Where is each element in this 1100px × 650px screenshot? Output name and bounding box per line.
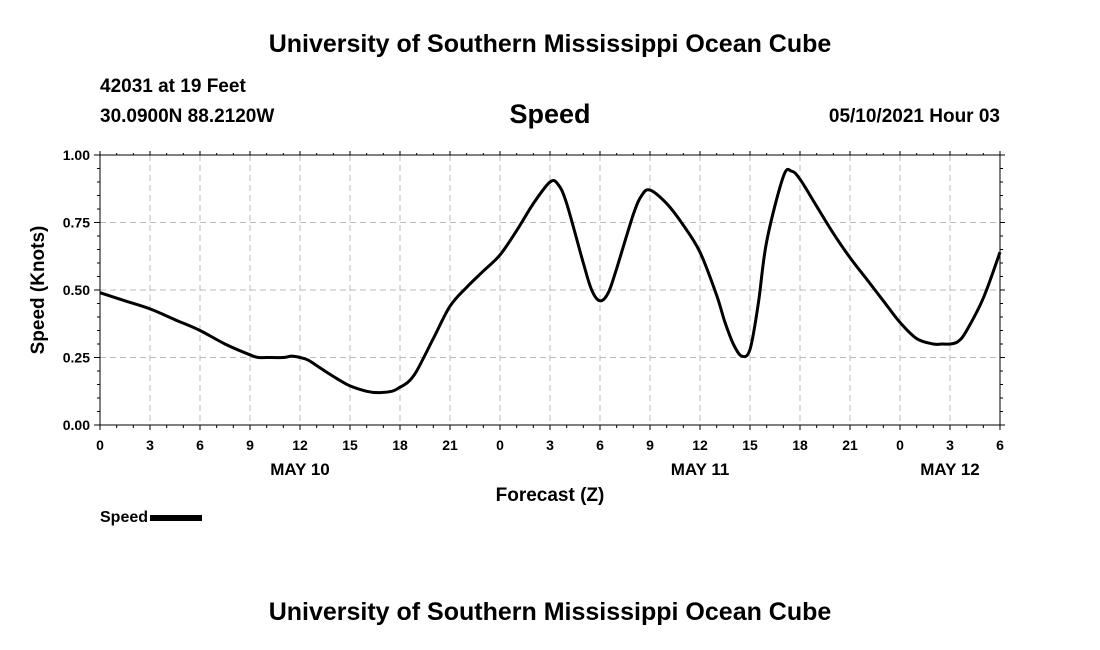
x-tick-label: 6	[196, 437, 204, 453]
date-label: MAY 11	[671, 460, 730, 479]
footer-title: University of Southern Mississippi Ocean…	[268, 598, 832, 626]
x-tick-label: 12	[692, 437, 708, 453]
x-tick-label: 18	[792, 437, 808, 453]
location-label: 30.0900N 88.2120W	[100, 106, 275, 127]
tick-labels: 0 3 6 9 12 15 18 21 0 3 6 9 12 15 18 21 0 3 6 0.00 0.25 0.50 0…	[63, 147, 1004, 479]
legend: Speed	[100, 509, 203, 527]
x-tick-label: 6	[596, 437, 604, 453]
x-tick-label: 15	[342, 437, 358, 453]
x-tick-label: 0	[496, 437, 504, 453]
grid	[100, 155, 1000, 425]
date-label: MAY 12	[920, 460, 980, 479]
x-tick-label: 3	[946, 437, 954, 453]
x-tick-label: 0	[96, 437, 104, 453]
date-label: MAY 10	[270, 460, 330, 479]
y-axis-label: Speed (Knots)	[28, 226, 49, 355]
speed-series-line	[99, 167, 1002, 395]
x-tick-label: 15	[742, 437, 758, 453]
x-tick-label: 9	[646, 437, 654, 453]
x-tick-label: 12	[292, 437, 308, 453]
datetime-label: 05/10/2021 Hour 03	[828, 106, 1000, 127]
x-tick-label: 21	[842, 437, 858, 453]
x-tick-label: 3	[546, 437, 554, 453]
x-tick-label: 0	[896, 437, 904, 453]
y-tick-label: 0.00	[63, 417, 90, 433]
x-tick-label: 9	[246, 437, 254, 453]
y-tick-label: 0.50	[63, 282, 90, 298]
x-tick-label: 18	[392, 437, 408, 453]
page-title: University of Southern Mississippi Ocean…	[268, 30, 832, 58]
y-tick-label: 0.75	[63, 215, 90, 231]
y-tick-label: 0.25	[63, 350, 90, 366]
x-axis-label: Forecast (Z)	[496, 485, 605, 506]
chart-title: Speed	[509, 99, 591, 129]
x-tick-label: 21	[442, 437, 458, 453]
y-tick-label: 1.00	[63, 147, 90, 163]
plot-frame	[99, 154, 1001, 426]
station-label: 42031 at 19 Feet	[100, 76, 246, 97]
x-tick-label: 6	[996, 437, 1004, 453]
legend-label: Speed	[100, 509, 149, 526]
x-tick-label: 3	[146, 437, 154, 453]
legend-swatch	[150, 515, 203, 521]
